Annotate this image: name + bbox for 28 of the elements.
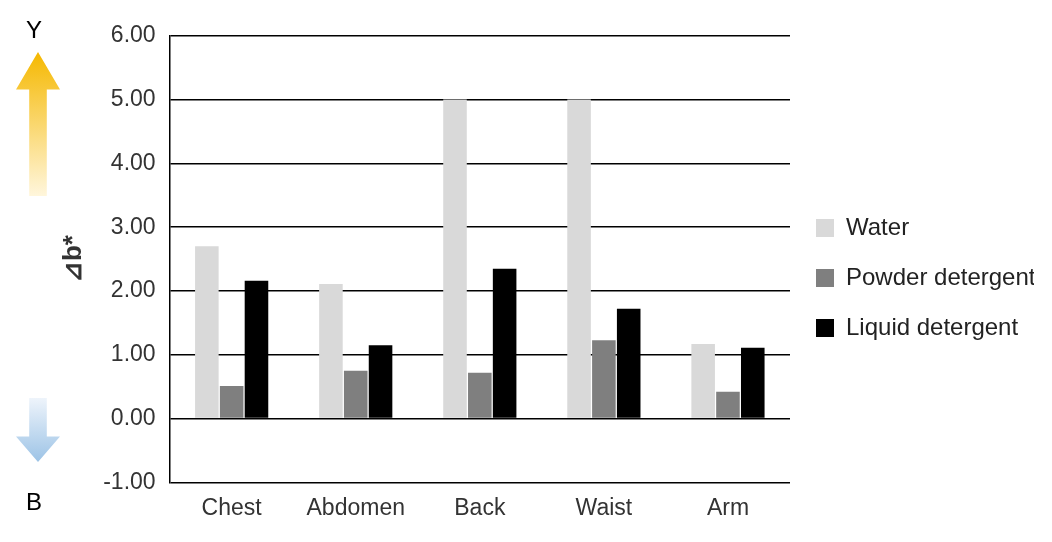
x-tick-label: Chest xyxy=(201,493,263,520)
y-tick-label: -1.00 xyxy=(103,467,156,494)
y-tick-label: 4.00 xyxy=(110,148,156,175)
x-tick-label: Waist xyxy=(575,493,633,520)
x-tick-label: Back xyxy=(454,493,506,520)
legend-label: Water xyxy=(846,212,910,240)
y-tick-label: 0.00 xyxy=(110,403,156,430)
y-tick-label: 3.00 xyxy=(110,212,156,239)
y-tick-label: 1.00 xyxy=(110,340,156,367)
y-tick-label: 6.00 xyxy=(110,21,156,48)
x-tick-label: Abdomen xyxy=(306,493,405,520)
bar xyxy=(319,283,343,418)
legend-label: Liquid detergent xyxy=(846,312,1019,340)
text: Y xyxy=(26,16,43,44)
y-tick-label: 2.00 xyxy=(110,276,156,303)
bar xyxy=(567,99,591,418)
bar xyxy=(343,370,368,418)
bar xyxy=(443,99,467,418)
bar xyxy=(691,343,715,418)
bar xyxy=(716,391,740,418)
bar xyxy=(195,246,219,418)
x-tick-label: Arm xyxy=(706,493,750,520)
text: B xyxy=(26,488,43,516)
bar xyxy=(219,386,244,418)
bar xyxy=(468,372,492,418)
y-tick-label: 5.00 xyxy=(110,84,156,111)
bar xyxy=(592,340,616,418)
y-axis-title: ⊿b* xyxy=(56,234,87,284)
